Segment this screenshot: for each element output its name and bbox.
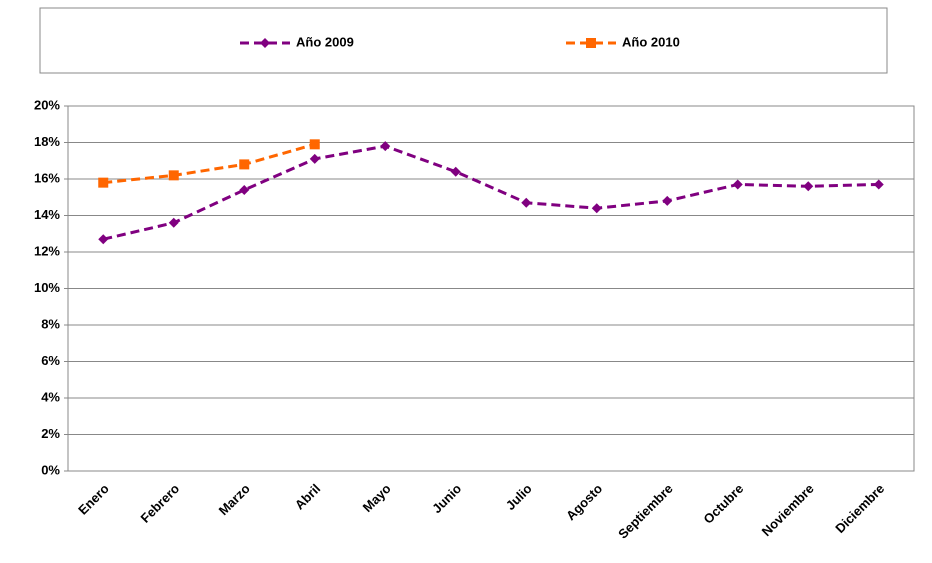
marker (662, 195, 673, 206)
x-tick-label: Abril (292, 481, 324, 513)
marker (521, 197, 532, 208)
x-tick-label: Septiembre (615, 481, 676, 542)
marker (591, 203, 602, 214)
y-tick-label: 16% (34, 170, 60, 185)
marker (450, 166, 461, 177)
x-tick-label: Agosto (563, 481, 605, 523)
y-tick-label: 10% (34, 280, 60, 295)
x-tick-label: Enero (75, 481, 112, 518)
y-tick-label: 12% (34, 243, 60, 258)
x-tick-label: Octubre (700, 481, 746, 527)
y-tick-label: 0% (41, 462, 60, 477)
x-tick-label: Julio (503, 481, 535, 513)
x-tick-label: Febrero (137, 481, 182, 526)
x-tick-label: Marzo (216, 481, 253, 518)
y-tick-label: 4% (41, 389, 60, 404)
marker (239, 184, 250, 195)
y-tick-label: 2% (41, 426, 60, 441)
x-tick-label: Noviembre (759, 481, 817, 539)
marker (380, 141, 391, 152)
marker (309, 153, 320, 164)
marker (168, 217, 179, 228)
marker (98, 177, 109, 188)
legend-box (39, 7, 888, 74)
marker (873, 179, 884, 190)
y-tick-label: 20% (34, 97, 60, 112)
y-tick-label: 8% (41, 316, 60, 331)
marker (98, 234, 109, 245)
marker (239, 159, 250, 170)
x-tick-label: Junio (429, 481, 464, 516)
x-tick-label: Mayo (360, 481, 394, 515)
y-tick-label: 14% (34, 207, 60, 222)
x-tick-label: Diciembre (832, 481, 887, 536)
marker (803, 181, 814, 192)
series-line (102, 144, 879, 241)
legend-marker (260, 38, 270, 48)
series-line (103, 142, 316, 185)
marker (309, 139, 320, 150)
marker (168, 170, 179, 181)
y-tick-label: 18% (34, 134, 60, 149)
legend-label: Año 2009 (296, 34, 354, 49)
legend-label: Año 2010 (622, 34, 680, 49)
marker (732, 179, 743, 190)
y-tick-label: 6% (41, 353, 60, 368)
legend-marker (586, 38, 596, 48)
